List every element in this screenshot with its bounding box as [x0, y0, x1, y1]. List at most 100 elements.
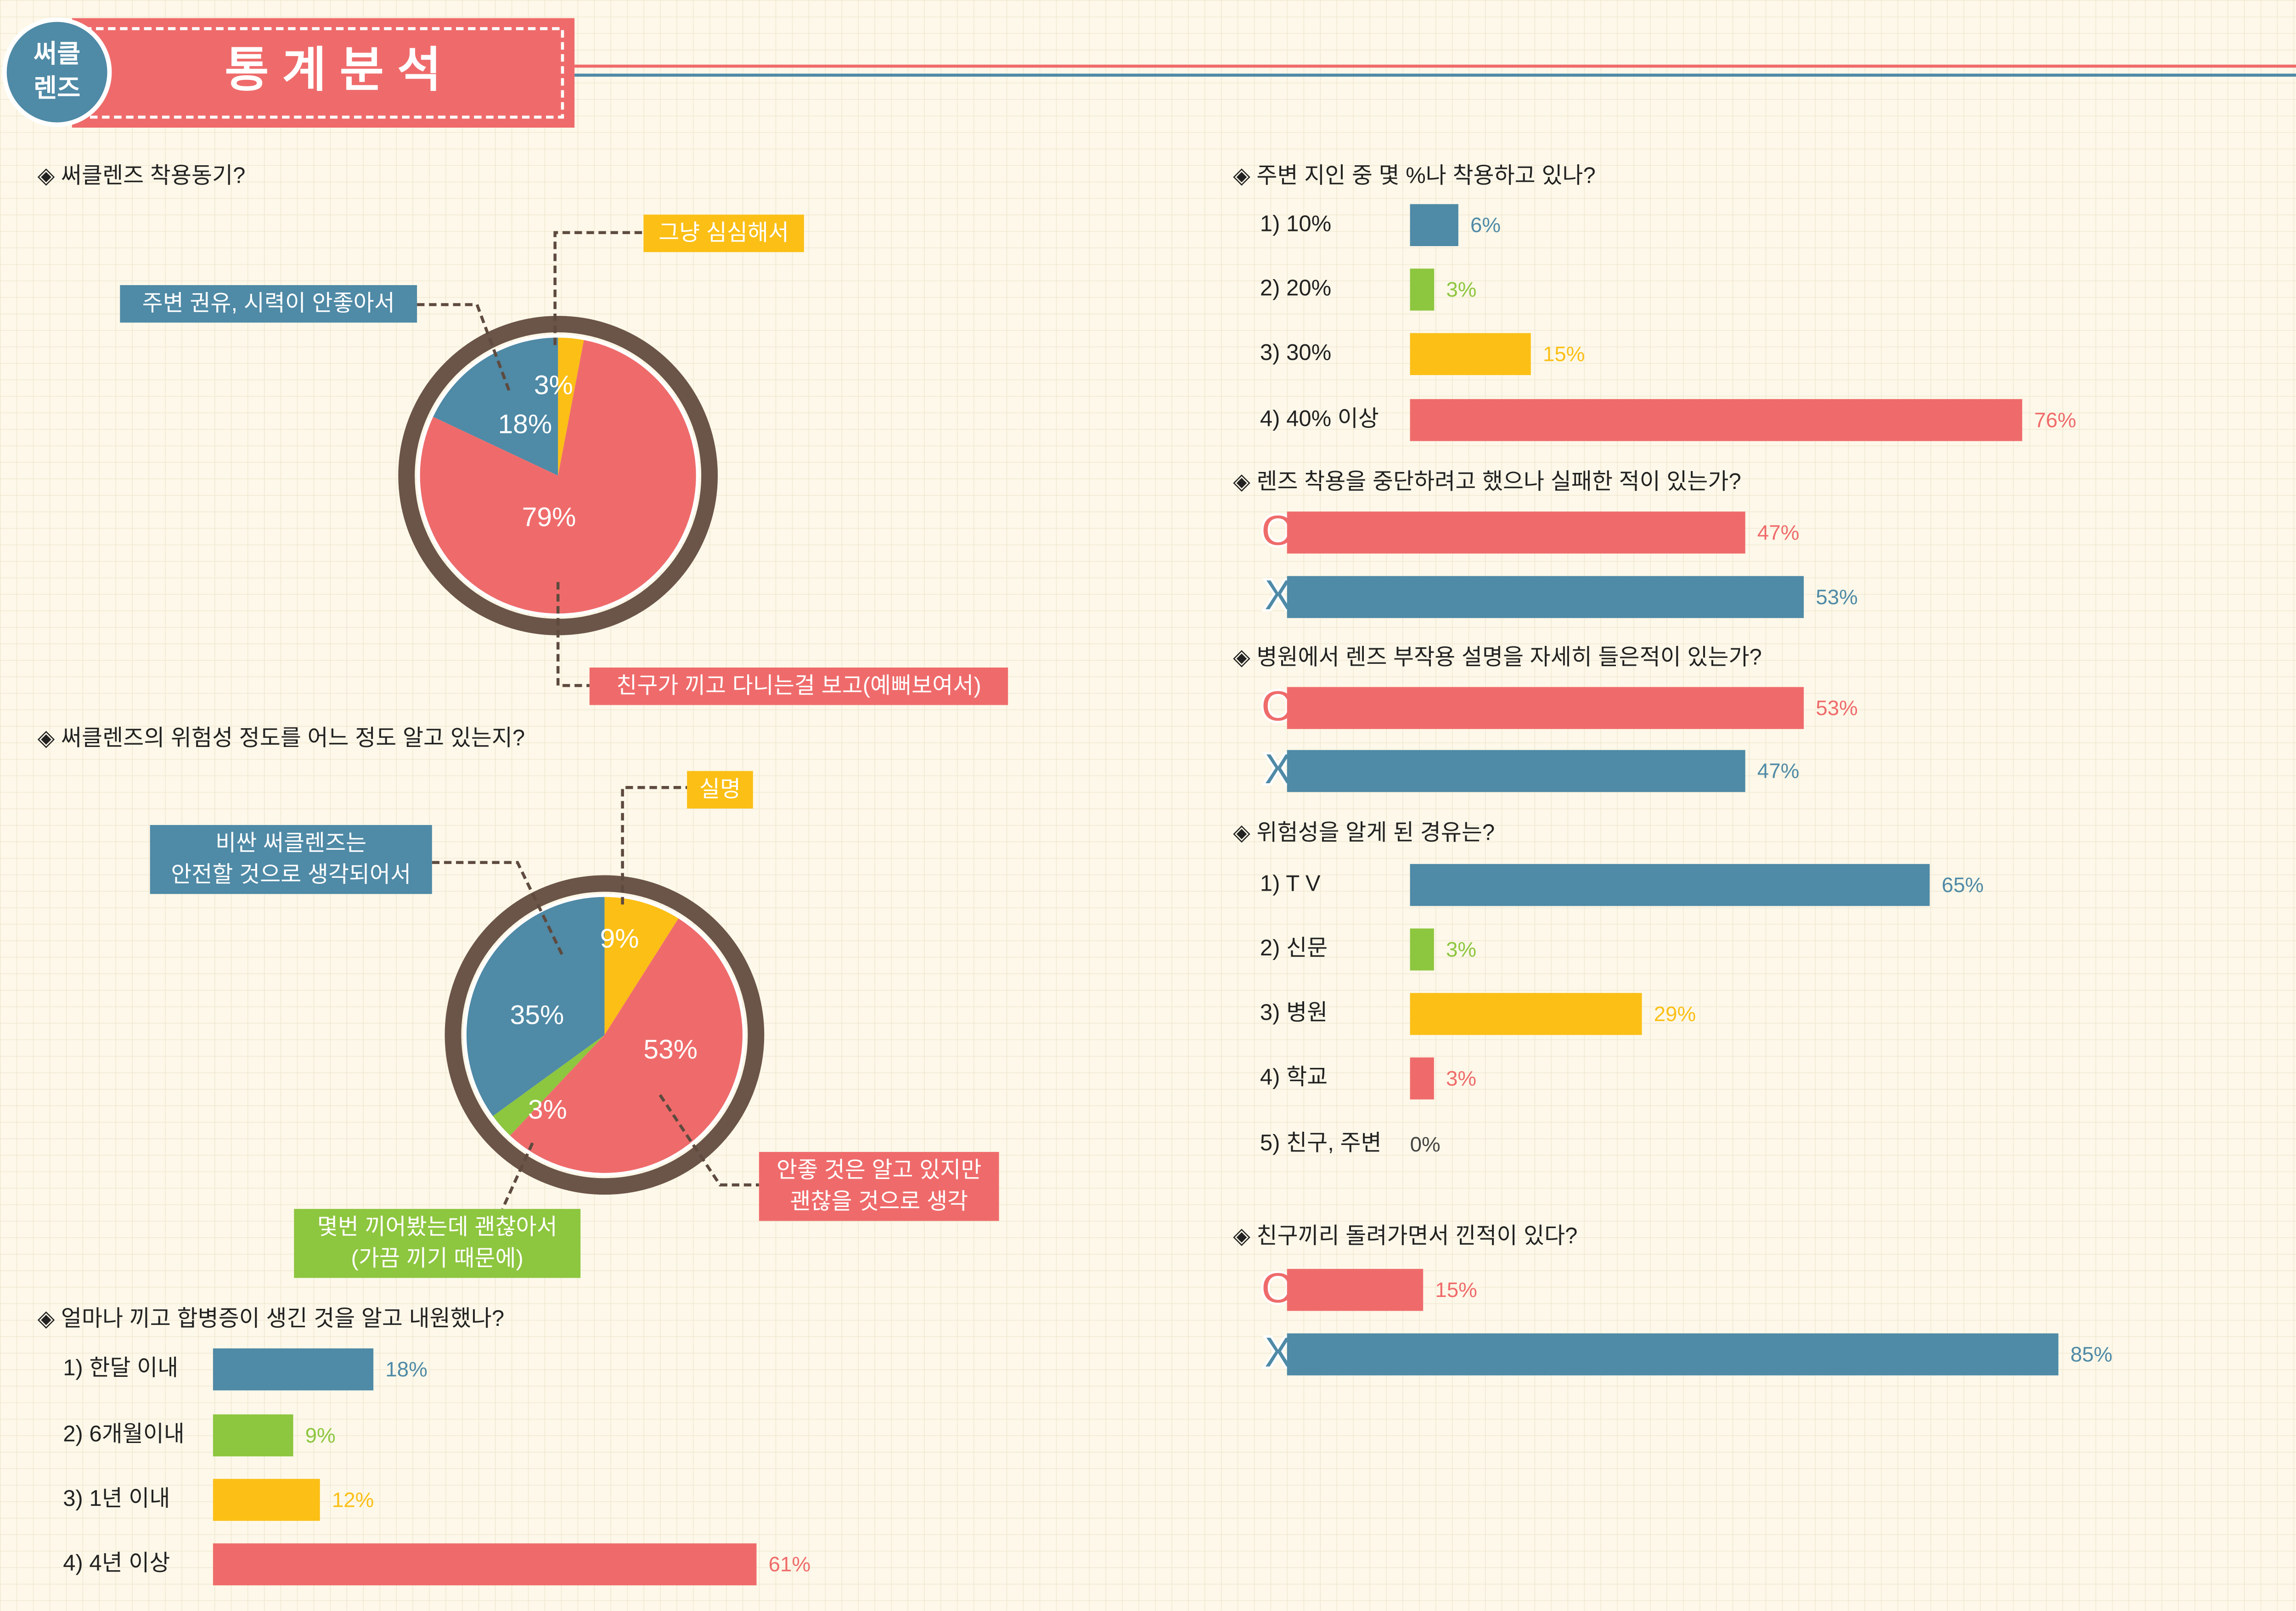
- chart-title: ◈ 주변 지인 중 몇 %나 착용하고 있나?: [1233, 163, 1596, 188]
- badge-text: 써클: [34, 39, 80, 68]
- value-label: 47%: [1757, 521, 1800, 544]
- row-label: 4) 학교: [1260, 1065, 1328, 1089]
- leader-line: [417, 303, 512, 394]
- value-label: 3%: [1446, 278, 1476, 301]
- bar: [1287, 576, 1804, 618]
- bar: [1410, 993, 1642, 1035]
- callout-box: [759, 1152, 999, 1221]
- bar: [1410, 399, 2022, 441]
- pie-slice: [466, 897, 605, 1116]
- bar: [1287, 687, 1804, 729]
- callout-box: [150, 825, 432, 894]
- chart-title: ◈ 위험성을 알게 된 경유는?: [1233, 820, 1495, 845]
- chart-title: ◈ 렌즈 착용을 중단하려고 했으나 실패한 적이 있는가?: [1233, 469, 1741, 494]
- row-label: 3) 30%: [1260, 340, 1331, 365]
- value-label: 61%: [769, 1553, 811, 1576]
- bar: [1410, 864, 1930, 906]
- leader-line: [432, 861, 564, 956]
- row-label: 2) 신문: [1260, 936, 1328, 960]
- row-label: 3) 1년 이내: [63, 1486, 170, 1511]
- slice-label: 79%: [522, 502, 576, 532]
- value-label: 3%: [1446, 1067, 1476, 1090]
- bar: [1410, 204, 1458, 247]
- callout-text: 안전할 것으로 생각되어서: [171, 862, 411, 887]
- value-label: 53%: [1816, 585, 1858, 609]
- row-label: 4) 40% 이상: [1260, 406, 1379, 431]
- value-label: 6%: [1470, 213, 1501, 237]
- value-label: 0%: [1410, 1133, 1441, 1156]
- row-label: 5) 친구, 주변: [1260, 1131, 1382, 1156]
- leader-line: [621, 786, 687, 905]
- value-label: 15%: [1435, 1278, 1477, 1302]
- pie-slice: [510, 918, 743, 1173]
- value-label: 76%: [2034, 408, 2077, 432]
- bar: [213, 1414, 293, 1457]
- pie-slice: [493, 1035, 605, 1136]
- title-banner: [72, 18, 575, 128]
- pie-ring: [445, 875, 765, 1195]
- callout-box: [120, 285, 417, 323]
- chart-title: ◈ 병원에서 렌즈 부작용 설명을 자세히 들은적이 있는가?: [1233, 645, 1762, 669]
- slice-label: 3%: [534, 370, 573, 400]
- callout-text: 괜찮을 것으로 생각: [790, 1189, 968, 1214]
- bar: [1410, 1057, 1434, 1100]
- value-label: 29%: [1654, 1002, 1696, 1026]
- badge: [2, 17, 112, 127]
- callout-text: 비싼 써클렌즈는: [215, 831, 366, 855]
- value-label: 18%: [385, 1358, 428, 1381]
- value-label: 65%: [1941, 873, 1984, 897]
- leader-line: [658, 1094, 759, 1187]
- slice-label: 3%: [528, 1095, 567, 1124]
- leader-line: [501, 1142, 534, 1210]
- callout-text: 친구가 끼고 다니는걸 보고(예뻐보여서): [616, 673, 981, 698]
- chart-title: ◈ 써클렌즈 착용동기?: [38, 163, 246, 188]
- bar: [1410, 269, 1435, 311]
- pie-slice: [420, 340, 696, 614]
- bar: [1287, 1269, 1424, 1311]
- bar: [1410, 333, 1531, 375]
- bar: [213, 1543, 757, 1586]
- callout-text: 몇번 끼어봤는데 괜찮아서: [317, 1215, 557, 1240]
- callout-text: (가끔 끼기 때문에): [351, 1246, 523, 1271]
- row-label: 1) 10%: [1260, 211, 1331, 236]
- bar: [1410, 928, 1434, 971]
- callout-text: 안좋 것은 알고 있지만: [777, 1157, 981, 1182]
- slice-label: 35%: [510, 1000, 564, 1030]
- pie-slice: [558, 337, 584, 476]
- slice-label: 53%: [643, 1035, 698, 1065]
- slice-label: 9%: [600, 924, 639, 954]
- value-label: 85%: [2071, 1342, 2113, 1366]
- title-banner-border: [82, 27, 564, 119]
- row-label: 2) 6개월이내: [63, 1421, 185, 1446]
- bar: [1287, 511, 1745, 554]
- row-label: 2) 20%: [1260, 276, 1331, 301]
- badge-text: 렌즈: [34, 74, 80, 102]
- bar: [213, 1479, 320, 1521]
- value-label: 15%: [1543, 342, 1585, 366]
- value-label: 9%: [305, 1424, 336, 1447]
- leader-line: [553, 231, 644, 345]
- callout-text: 실명: [699, 777, 741, 802]
- row-label: 4) 4년 이상: [63, 1550, 170, 1575]
- callout-box: [589, 667, 1008, 705]
- callout-box: [294, 1209, 581, 1278]
- slice-label: 18%: [498, 410, 552, 439]
- callout-text: 주변 권유, 시력이 안좋아서: [142, 291, 395, 315]
- bar: [1287, 750, 1745, 792]
- pie-ring: [398, 315, 718, 635]
- value-label: 12%: [332, 1488, 374, 1511]
- value-label: 53%: [1816, 696, 1858, 720]
- callout-box: [687, 771, 753, 809]
- row-label: 1) 한달 이내: [63, 1356, 178, 1381]
- leader-line: [556, 582, 590, 687]
- chart-title: ◈ 써클렌즈의 위험성 정도를 어느 정도 알고 있는지?: [38, 726, 525, 751]
- bar: [213, 1348, 374, 1391]
- value-label: 3%: [1446, 937, 1476, 961]
- page-title: 통 계 분 석: [225, 43, 441, 97]
- bar: [1287, 1333, 2059, 1375]
- chart-title: ◈ 얼마나 끼고 합병증이 생긴 것을 알고 내원했나?: [38, 1306, 504, 1331]
- callout-box: [643, 214, 804, 253]
- pie-slice: [604, 897, 679, 1035]
